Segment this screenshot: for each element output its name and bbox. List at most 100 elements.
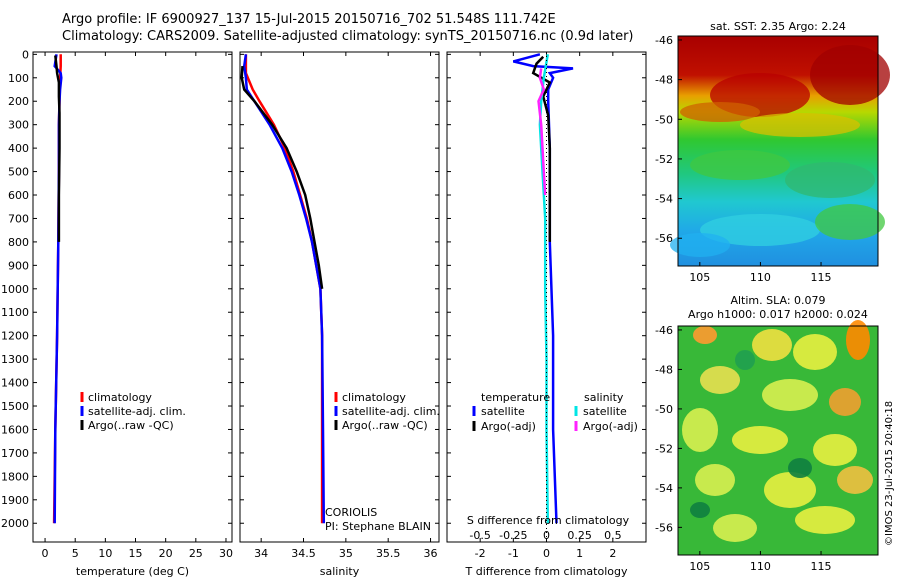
top-x-tick-label: 0 bbox=[543, 529, 550, 542]
sla-blob bbox=[752, 329, 792, 361]
lat-tick-label: -48 bbox=[655, 363, 673, 376]
x-tick-label: -2 bbox=[475, 547, 486, 560]
legend-label: Argo(..raw -QC) bbox=[342, 419, 428, 432]
series-line-s-argo-adj- bbox=[537, 68, 547, 196]
legend-label: Argo(-adj) bbox=[583, 420, 638, 433]
top-x-tick-label: -0.5 bbox=[469, 529, 490, 542]
sla-blob bbox=[693, 326, 717, 344]
sst-blob bbox=[680, 102, 760, 122]
sst-blob bbox=[810, 45, 890, 105]
sst-blob bbox=[690, 150, 790, 180]
x-axis-label: salinity bbox=[320, 565, 360, 578]
sla-blob bbox=[795, 506, 855, 534]
x-tick-label: 20 bbox=[159, 547, 173, 560]
x-tick-label: 25 bbox=[189, 547, 203, 560]
annotation-text: CORIOLIS bbox=[325, 506, 377, 519]
sla-blob bbox=[695, 464, 735, 496]
series-line-climatology bbox=[244, 54, 324, 524]
map-title: Altim. SLA: 0.079 bbox=[730, 294, 825, 307]
plot-frame bbox=[32, 51, 233, 543]
map-subtitle: Argo h1000: 0.017 h2000: 0.024 bbox=[688, 308, 868, 321]
x-tick-label: 34 bbox=[254, 547, 268, 560]
depth-tick-label: 2000 bbox=[1, 517, 29, 530]
sla-blob bbox=[764, 472, 816, 508]
series-line-argo-raw-qc- bbox=[54, 55, 61, 242]
sla-blob bbox=[793, 334, 837, 370]
top-x-tick-label: 0.25 bbox=[567, 529, 592, 542]
annotation-text: PI: Stephane BLAIN bbox=[325, 520, 431, 533]
legend-label: climatology bbox=[88, 391, 152, 404]
sla-blob bbox=[690, 502, 710, 518]
depth-tick-label: 1200 bbox=[1, 330, 29, 343]
lat-tick-label: -56 bbox=[655, 232, 673, 245]
panel-differences: -2 -1 0 1 2 T difference from climatology temp… bbox=[446, 51, 647, 578]
lat-tick-label: -48 bbox=[655, 74, 673, 87]
sla-blob bbox=[846, 320, 870, 360]
lat-tick-label: -54 bbox=[655, 482, 673, 495]
depth-tick-label: 1700 bbox=[1, 447, 29, 460]
map-frame bbox=[677, 35, 879, 267]
depth-tick-label: 400 bbox=[8, 142, 29, 155]
depth-tick-label: 100 bbox=[8, 72, 29, 85]
map-title: sat. SST: 2.35 Argo: 2.24 bbox=[710, 20, 846, 33]
lon-tick-label: 105 bbox=[689, 271, 710, 284]
legend-label: satellite bbox=[481, 405, 525, 418]
lat-tick-label: -52 bbox=[655, 442, 673, 455]
sla-blob bbox=[837, 466, 873, 494]
x-tick-label: 10 bbox=[98, 547, 112, 560]
x-tick-label: 15 bbox=[129, 547, 143, 560]
depth-tick-label: 1500 bbox=[1, 400, 29, 413]
legend-title-salinity: salinity bbox=[584, 391, 624, 404]
series-line-satellite-adj-clim- bbox=[242, 54, 326, 524]
x-axis-label: T difference from climatology bbox=[465, 565, 628, 578]
sla-blob bbox=[762, 379, 818, 411]
legend-label: climatology bbox=[342, 391, 406, 404]
x-tick-label: 2 bbox=[609, 547, 616, 560]
depth-tick-label: 900 bbox=[8, 259, 29, 272]
depth-tick-label: 200 bbox=[8, 95, 29, 108]
lat-tick-label: -46 bbox=[655, 324, 673, 337]
sla-blob bbox=[813, 434, 857, 466]
panel-temperature: 0100200300400500600700800900100011001200… bbox=[1, 48, 233, 578]
chart-title-line-2: Climatology: CARS2009. Satellite-adjuste… bbox=[62, 29, 634, 44]
chart-title-line-1: Argo profile: IF 6900927_137 15-Jul-2015… bbox=[62, 12, 556, 27]
sla-blob bbox=[788, 458, 812, 478]
x-tick-label: 1 bbox=[576, 547, 583, 560]
panel-salinity: 34 34.5 35 35.5 36 salinity climatologysatelli… bbox=[239, 51, 440, 578]
panel-sla_map: -46 -48 -50 -52 -54 -56 105 110 115 Altim. SLA: 0… bbox=[655, 294, 879, 573]
depth-tick-label: 1900 bbox=[1, 494, 29, 507]
top-axis-label: S difference from climatology bbox=[467, 514, 630, 527]
sst-blob bbox=[700, 214, 820, 246]
credit-text: ©IMOS 23-Jul-2015 20:40:18 bbox=[884, 400, 895, 546]
legend-label: satellite-adj. clim. bbox=[342, 405, 440, 418]
lat-tick-label: -52 bbox=[655, 153, 673, 166]
panel-sst_map: -46 -48 -50 -52 -54 -56 105 110 115 sat. SST: 2.3… bbox=[655, 20, 890, 284]
depth-tick-label: 1800 bbox=[1, 470, 29, 483]
lat-tick-label: -54 bbox=[655, 193, 673, 206]
lon-tick-label: 105 bbox=[689, 560, 710, 573]
lon-tick-label: 110 bbox=[750, 271, 771, 284]
sst-blob bbox=[670, 233, 730, 257]
x-tick-label: 35 bbox=[339, 547, 353, 560]
series-line-argo-raw-qc- bbox=[240, 66, 324, 289]
depth-tick-label: 1000 bbox=[1, 283, 29, 296]
x-tick-label: 35.5 bbox=[376, 547, 401, 560]
depth-tick-label: 300 bbox=[8, 119, 29, 132]
sst-blob bbox=[785, 162, 875, 198]
top-x-tick-label: 0.5 bbox=[604, 529, 622, 542]
depth-tick-label: 500 bbox=[8, 166, 29, 179]
lat-tick-label: -50 bbox=[655, 113, 673, 126]
depth-tick-label: 800 bbox=[8, 236, 29, 249]
sla-blob bbox=[829, 388, 861, 416]
x-tick-label: 5 bbox=[72, 547, 79, 560]
lat-tick-label: -46 bbox=[655, 34, 673, 47]
depth-tick-label: 1100 bbox=[1, 306, 29, 319]
lon-tick-label: 115 bbox=[811, 271, 832, 284]
sst-blob bbox=[740, 113, 860, 137]
x-tick-label: -1 bbox=[508, 547, 519, 560]
x-tick-label: 0 bbox=[42, 547, 49, 560]
sla-blob bbox=[732, 426, 788, 454]
lon-tick-label: 115 bbox=[811, 560, 832, 573]
legend-label: Argo(-adj) bbox=[481, 420, 536, 433]
